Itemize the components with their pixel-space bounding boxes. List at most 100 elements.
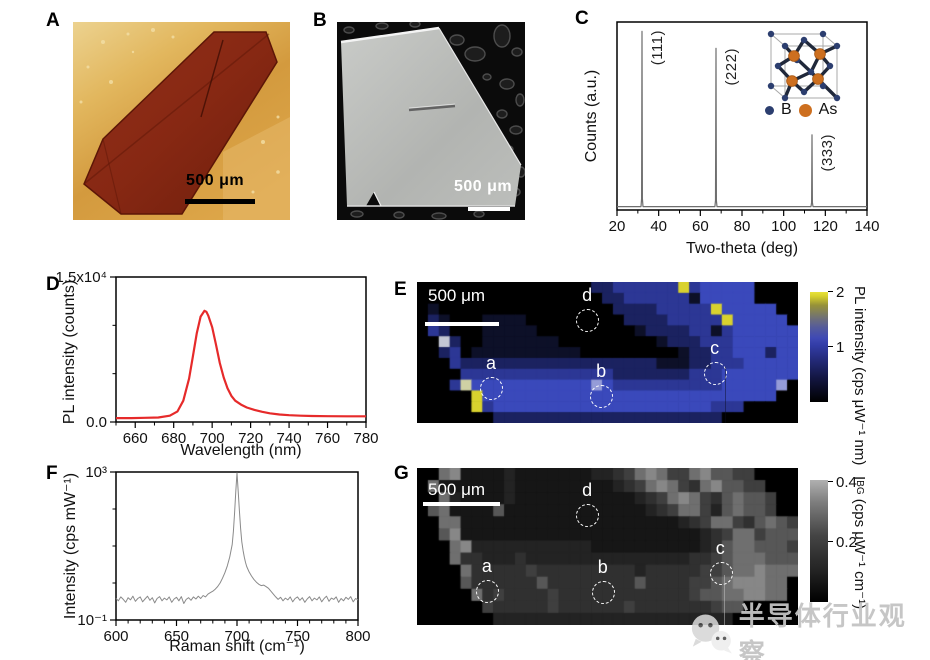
watermark: 半导体行业观察 [686, 596, 930, 660]
panel-b-scalebar-label: 500 μm [454, 178, 513, 195]
sem-crystal-illustration [337, 22, 525, 220]
map-point-label-b: b [596, 360, 607, 381]
panel-e-scalebar-label: 500 μm [428, 286, 486, 305]
x-tick-label: 780 [353, 430, 378, 447]
x-tick-label: 600 [103, 628, 128, 645]
ibg-colorbar-tick-02 [828, 541, 833, 543]
y-tick-label: 10⁻¹ [77, 612, 107, 629]
map-point-circle-b [591, 580, 615, 604]
pl-colorbar-title: PL intensity (cps μW⁻¹ nm) [851, 286, 868, 466]
arsenic-atom-icon [798, 103, 812, 117]
crystal-structure-inset [767, 30, 841, 102]
pl-colorbar-tick-1-label: 1 [836, 339, 845, 356]
x-tick-label: 760 [315, 430, 340, 447]
pl-colorbar-tick-1 [828, 346, 833, 348]
map-point-circle-a [475, 580, 499, 604]
x-tick-label: 100 [771, 218, 796, 235]
raman-trace [115, 472, 359, 604]
xrd-trace [617, 30, 867, 208]
panel-g-label: G [394, 463, 409, 484]
panel-b-label: B [313, 10, 327, 31]
raman-y-axis-title: Intensity (cps mW⁻¹) [62, 472, 79, 620]
panel-g-scalebar [423, 502, 500, 506]
xrd-chart: 20 40 60 80 100 120 140 (111) (222) (333) [609, 21, 880, 235]
wechat-icon [691, 614, 732, 654]
pl-colorbar [810, 292, 828, 402]
map-point-circle-d [576, 504, 600, 528]
x-tick-label: 650 [164, 628, 189, 645]
x-tick-label: 660 [123, 430, 148, 447]
map-point-label-d: d [582, 285, 593, 306]
watermark-text: 半导体行业观察 [738, 601, 907, 660]
ibg-colorbar-units: (cps μW⁻¹ cm⁻¹) [851, 494, 868, 610]
boron-legend-label: B [781, 101, 792, 118]
map-point-label-a: a [481, 556, 492, 577]
pl-spectrum-chart: 660 680 700 720 740 760 780 0.0 1.5x10⁴ [56, 269, 379, 447]
map-point-label-c: c [715, 537, 725, 558]
map-point-circle-c [709, 561, 733, 585]
x-tick-label: 680 [161, 430, 186, 447]
panel-f-label: F [46, 463, 58, 484]
x-tick-label: 720 [238, 430, 263, 447]
panel-e-scalebar [425, 322, 499, 326]
ibg-colorbar-tick-02-label: 0.2 [836, 534, 857, 551]
panel-a-label: A [46, 10, 60, 31]
y-tick-label: 0.0 [86, 414, 107, 431]
raman-x-axis-title: Raman shift (cm⁻¹) [169, 638, 305, 655]
pl-colorbar-tick-2 [828, 291, 833, 293]
x-tick-label: 700 [200, 430, 225, 447]
ibg-colorbar-tick-04 [828, 481, 833, 483]
x-tick-label: 140 [854, 218, 879, 235]
x-tick-label: 800 [345, 628, 370, 645]
pl-y-axis-title: PL intensity (counts) [61, 279, 78, 425]
panel-a-scalebar-label: 500 μm [186, 172, 245, 189]
pl_spectrum-trace [116, 309, 366, 420]
inset-legend: B As [765, 101, 837, 119]
map-point-label-a: a [486, 353, 497, 374]
xrd-y-axis-title: Counts (a.u.) [583, 69, 600, 163]
ibg-colorbar-tick-04-label: 0.4 [836, 474, 857, 491]
raman-chart: 600 650 700 750 800 10⁻¹ 10³ [77, 464, 370, 645]
optical-microscope-image: 500 μm [73, 22, 290, 220]
map-point-label-d: d [582, 480, 593, 501]
boron-atom-icon [765, 105, 774, 115]
panel-c-label: C [575, 8, 589, 29]
ibg-colorbar-symbol: I [851, 476, 868, 481]
x-tick-label: 40 [650, 218, 667, 235]
panel-g-scalebar-label: 500 μm [428, 480, 486, 499]
panel-b-scalebar [468, 207, 510, 211]
pl-intensity-map: 500 μm a b c d [417, 282, 798, 423]
map-point-circle-c [704, 361, 728, 385]
map-point-circle-d [576, 309, 600, 333]
pl-x-axis-title: Wavelength (nm) [180, 442, 302, 459]
pl-colorbar-tick-2-label: 2 [836, 284, 845, 301]
peak-annotation: (222) [722, 48, 740, 86]
panel-a-scalebar [185, 199, 255, 204]
ibg-colorbar-subscript: BG [854, 480, 865, 495]
y-tick-label: 10³ [85, 464, 107, 481]
background-intensity-map: 500 μm a b c d [417, 468, 798, 625]
ibg-colorbar [810, 480, 828, 602]
x-tick-label: 740 [277, 430, 302, 447]
panel-e-label: E [394, 279, 407, 300]
grain-boundary-line [724, 366, 726, 423]
x-tick-label: 80 [734, 218, 751, 235]
arsenic-legend-label: As [818, 101, 838, 118]
crystal-photo-illustration [73, 22, 290, 220]
x-tick-label: 750 [285, 628, 310, 645]
grain-boundary-line [724, 574, 726, 625]
x-tick-label: 120 [813, 218, 838, 235]
x-tick-label: 700 [224, 628, 249, 645]
peak-annotation: (333) [819, 134, 836, 172]
y-tick-label: 1.5x10⁴ [56, 269, 107, 286]
map-point-circle-b [590, 384, 614, 408]
sem-image: 500 μm [337, 22, 525, 220]
x-tick-label: 60 [692, 218, 709, 235]
map-point-circle-a [480, 377, 504, 401]
map-point-label-c: c [710, 337, 720, 358]
xrd-x-axis-title: Two-theta (deg) [685, 240, 799, 257]
peak-annotation: (111) [649, 30, 666, 66]
map-point-label-b: b [597, 556, 608, 577]
x-tick-label: 20 [609, 218, 626, 235]
